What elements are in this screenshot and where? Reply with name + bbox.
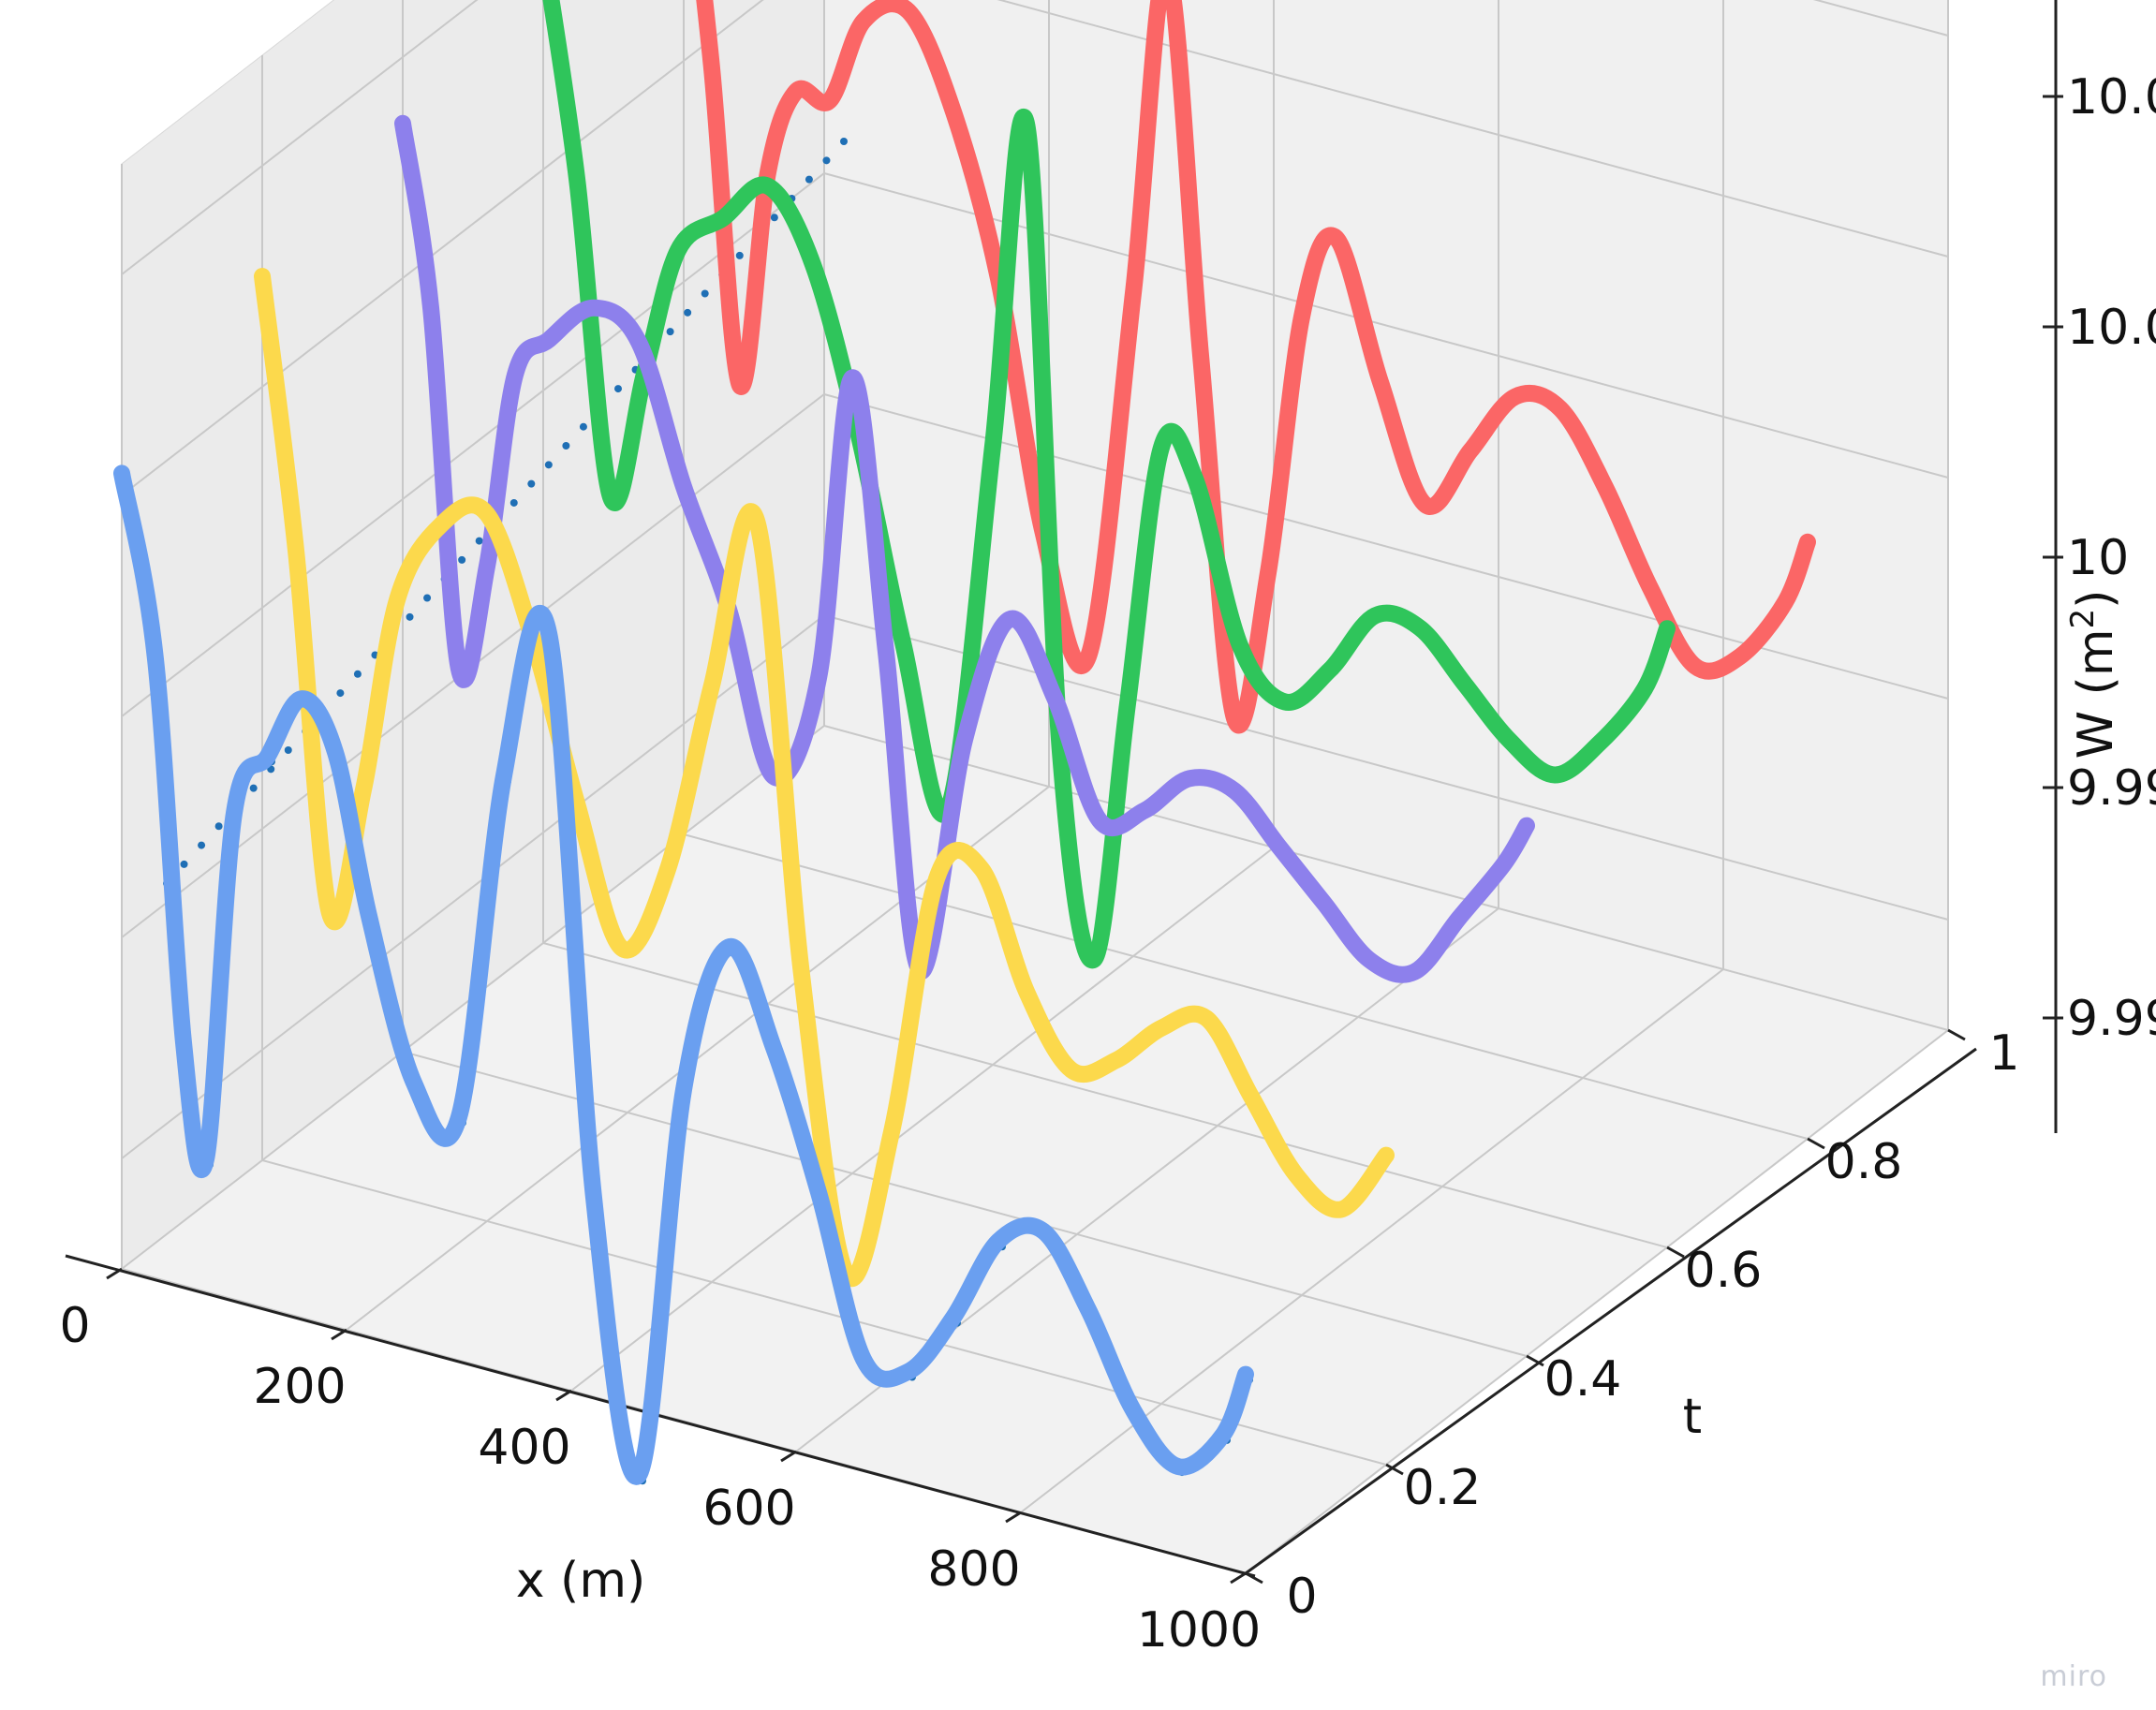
x-tick-label: 600 [702, 1481, 795, 1537]
grid-line-w [121, 392, 1949, 938]
t-tick-label: 1 [1988, 1025, 2019, 1082]
w-axis-label: W (m2) [2064, 590, 2124, 759]
t-tick-label: 0 [1286, 1569, 1317, 1625]
x-axis-label: x (m) [516, 1553, 646, 1609]
series-line [696, 0, 1816, 734]
scatter-point [406, 612, 414, 621]
scatter-point [822, 156, 831, 165]
t-tick [1526, 1354, 1544, 1367]
x-tick [331, 1328, 347, 1341]
w-tick-label: 9.9999 [2067, 760, 2156, 817]
scatter-point [770, 214, 778, 222]
scatter-point [180, 860, 188, 868]
chart-axis-labels: x (m) t W (m2) [516, 590, 2124, 1609]
t-tick [1807, 1137, 1825, 1150]
scatter-point [735, 251, 744, 259]
x-tick-label: 200 [253, 1359, 346, 1415]
scatter-point [458, 555, 466, 564]
scatter-point [684, 308, 692, 317]
series-line [394, 114, 1535, 983]
miro-watermark: miro [2040, 1660, 2107, 1693]
chart-ticks: 0 200 400 600 800 1000 0 0.2 0.4 0.6 0.8 1 9.9998 9.9… [59, 69, 2156, 1658]
x-tick [1005, 1511, 1022, 1524]
w-tick-label: 10.0001 [2067, 300, 2156, 356]
scatter-point [544, 461, 553, 469]
grid-line-w [121, 0, 1949, 275]
scatter-point [701, 289, 709, 298]
scatter-point [840, 138, 848, 145]
t-tick [1245, 1571, 1263, 1585]
x-tick [1230, 1571, 1247, 1585]
x-tick [780, 1450, 797, 1463]
scatter-point [249, 784, 258, 792]
w-axis-label-close: ) [2068, 590, 2124, 609]
t-tick-label: 0.8 [1825, 1134, 1903, 1190]
grid-line-t [261, 55, 1387, 1466]
t-tick [1666, 1246, 1685, 1259]
x-axis-line [65, 1254, 1256, 1578]
scatter-point [353, 670, 362, 678]
grid-line-w [121, 0, 1949, 496]
scatter-point [198, 841, 206, 849]
t-tick-label: 0.6 [1685, 1243, 1763, 1299]
scatter-point [579, 422, 587, 431]
scatter-point [805, 175, 813, 184]
series-line [113, 464, 1254, 1485]
t-tick-label: 0.2 [1404, 1460, 1482, 1516]
scatter-point [423, 594, 432, 602]
scatter-point [666, 328, 674, 336]
x-tick [106, 1267, 123, 1280]
scatter-point [527, 479, 536, 488]
w-tick-label: 9.9998 [2067, 991, 2156, 1047]
x-tick-label: 1000 [1137, 1602, 1261, 1658]
x-tick-label: 800 [927, 1541, 1020, 1598]
scatter-point [284, 746, 292, 755]
scatter-point [509, 498, 518, 507]
t-tick [1947, 1028, 1966, 1041]
scatter-point [214, 822, 223, 831]
scatter-point [475, 537, 483, 545]
t-tick-label: 0.4 [1544, 1351, 1622, 1408]
w-tick-label: 10 [2067, 530, 2129, 586]
grid-line-t [542, 0, 1668, 1248]
grid-line-t [823, 0, 1949, 1031]
scatter-point [336, 689, 345, 698]
series-line [254, 268, 1395, 1288]
t-axis-label: t [1683, 1389, 1702, 1445]
x-tick [555, 1389, 572, 1402]
scatter-point [614, 385, 622, 393]
x-tick-label: 0 [59, 1298, 90, 1354]
scatter-point [562, 442, 570, 450]
x-tick-label: 400 [478, 1420, 570, 1476]
series-line [542, 0, 1676, 969]
w-tick-label: 10.0002 [2067, 69, 2156, 125]
grid-line-w [121, 171, 1949, 717]
w-axis-label-base: W (m [2068, 629, 2124, 759]
t-axis-line [1245, 1047, 1977, 1575]
chart-lines [113, 0, 1816, 1485]
t-tick [1385, 1463, 1404, 1476]
w-axis-label-exp: 2 [2064, 609, 2102, 629]
